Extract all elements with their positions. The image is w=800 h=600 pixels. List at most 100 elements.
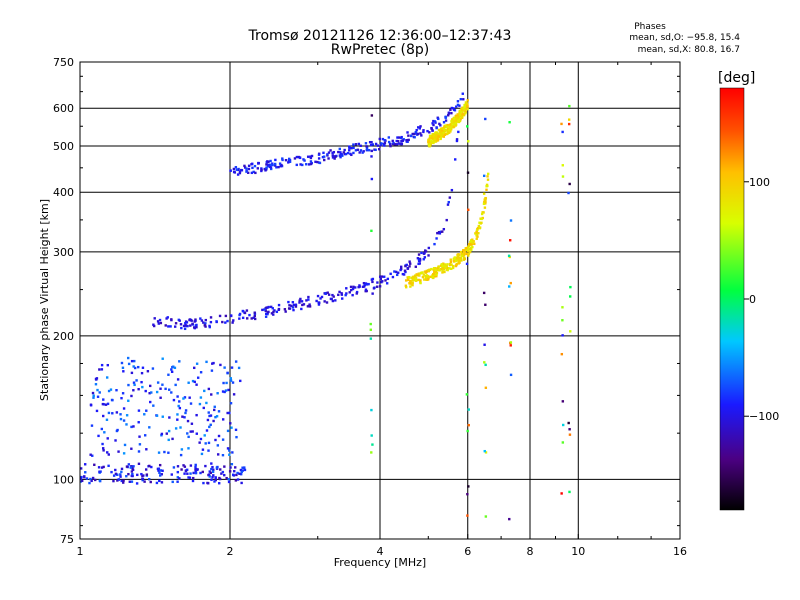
F-X-trace-point xyxy=(442,264,445,267)
low-echo-band-point xyxy=(80,475,83,479)
F2-X-multihop-point xyxy=(446,123,449,127)
F2-O-multihop-point xyxy=(349,152,352,156)
F-X-trace-point xyxy=(453,256,457,259)
noise-columns-point xyxy=(467,423,470,427)
F2-O-multihop-point xyxy=(354,149,358,152)
F-O-trace-point xyxy=(238,317,241,320)
F2-O-multihop-point xyxy=(332,150,336,154)
low-echo-scatter-point xyxy=(122,419,126,422)
low-echo-scatter-point xyxy=(133,383,136,387)
low-echo-scatter-point xyxy=(210,393,213,396)
low-echo-band-point xyxy=(125,474,128,478)
F2-O-multihop-point xyxy=(444,115,448,119)
low-echo-scatter-point xyxy=(135,379,138,382)
F-O-trace-point xyxy=(363,283,366,287)
F-O-trace-point xyxy=(396,273,399,277)
low-echo-scatter-point xyxy=(106,402,110,406)
low-echo-band-point xyxy=(241,466,244,469)
noise-columns-point xyxy=(561,423,565,427)
F2-O-multihop-point xyxy=(271,162,274,165)
F-O-trace-point xyxy=(399,268,402,272)
F2-X-multihop-point xyxy=(452,125,456,128)
F2-O-multihop-point xyxy=(383,144,386,147)
low-echo-scatter-point xyxy=(116,428,119,432)
F2-O-multihop-point xyxy=(287,161,290,164)
F-O-trace-point xyxy=(174,322,178,325)
low-echo-band-point xyxy=(160,473,163,476)
F-O-trace-point xyxy=(442,227,446,231)
low-echo-scatter-point xyxy=(221,453,225,457)
low-echo-scatter-point xyxy=(212,361,215,365)
noise-columns-point xyxy=(483,343,486,346)
F-O-trace-point xyxy=(414,265,417,268)
F2-O-multihop-point xyxy=(405,139,408,142)
y-tick-label: 400 xyxy=(53,186,74,199)
low-echo-scatter-point xyxy=(100,363,104,367)
low-echo-scatter-point xyxy=(130,371,134,375)
low-echo-band-point xyxy=(83,475,86,479)
low-echo-band-point xyxy=(212,474,215,477)
F-X-trace-point xyxy=(440,263,443,266)
noise-columns-point xyxy=(561,400,565,403)
F-X-trace-point xyxy=(404,284,408,287)
F2-O-multihop-point xyxy=(247,167,251,171)
F2-X-multihop-point xyxy=(428,134,432,138)
F2-X-multihop-point xyxy=(457,114,460,118)
noise-columns-point xyxy=(484,117,487,121)
F-O-trace-point xyxy=(200,319,204,322)
F-X-trace-point xyxy=(460,252,463,255)
low-echo-scatter-point xyxy=(195,413,198,417)
F2-X-multihop-point xyxy=(460,108,464,112)
low-echo-band-point xyxy=(178,477,181,480)
F-O-trace-point xyxy=(152,323,155,326)
F2-O-multihop-point xyxy=(298,156,302,160)
F2-O-multihop-point xyxy=(265,163,268,166)
F2-O-multihop-point xyxy=(251,162,254,165)
F-O-trace-point xyxy=(423,256,426,259)
F2-O-multihop-point xyxy=(260,167,263,170)
low-echo-band-point xyxy=(116,479,119,482)
F2-O-multihop-point xyxy=(263,167,266,171)
low-echo-band-point xyxy=(176,476,180,479)
F-X-trace-point xyxy=(421,275,425,279)
F-X-trace-point xyxy=(438,269,441,272)
F-O-trace-point xyxy=(246,317,249,320)
noise-columns-point xyxy=(509,373,513,377)
low-echo-scatter-point xyxy=(156,381,160,384)
low-echo-band-point xyxy=(223,465,226,468)
F2-O-multihop-point xyxy=(415,128,418,132)
noise-columns-point xyxy=(567,191,570,195)
F2-O-multihop-point xyxy=(452,107,455,110)
F2-O-multihop-point xyxy=(430,127,433,130)
F-O-trace-point xyxy=(367,282,370,286)
F2-X-multihop-point xyxy=(465,102,469,105)
F-X-trace-point xyxy=(410,280,413,284)
F-O-trace-point xyxy=(326,291,329,294)
low-echo-scatter-point xyxy=(178,400,181,403)
F-O-trace-point xyxy=(376,281,379,284)
F2-O-multihop-point xyxy=(334,155,337,158)
low-echo-scatter-point xyxy=(229,422,232,425)
noise-columns-point xyxy=(484,363,487,367)
F-X-trace-point xyxy=(462,250,466,253)
low-echo-band-point xyxy=(233,470,236,473)
F2-O-multihop-point xyxy=(254,171,257,175)
low-echo-scatter-point xyxy=(95,377,99,380)
F2-X-multihop-point xyxy=(430,135,434,138)
F2-O-multihop-point xyxy=(359,144,362,148)
echo-points xyxy=(79,92,572,521)
F-O-trace-point xyxy=(199,317,202,320)
F-O-trace-point xyxy=(290,304,293,308)
F-O-trace-point xyxy=(386,277,390,281)
F2-O-multihop-point xyxy=(359,149,363,152)
F2-X-multihop-point xyxy=(444,124,448,127)
low-echo-band-point xyxy=(239,472,243,476)
noise-columns-point xyxy=(484,303,487,306)
low-echo-band-point xyxy=(171,480,174,484)
noise-columns-point xyxy=(370,434,373,437)
low-echo-scatter-point xyxy=(115,389,118,392)
F-O-trace-point xyxy=(241,316,245,320)
F-O-trace-point xyxy=(362,281,366,285)
F-X-trace-point xyxy=(427,278,430,281)
F2-O-multihop-point xyxy=(396,136,399,139)
